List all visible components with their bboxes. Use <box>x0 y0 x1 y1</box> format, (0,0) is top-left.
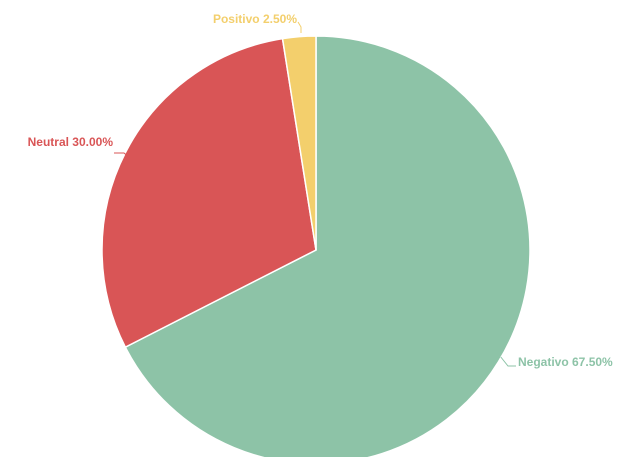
slice-label-positivo: Positivo 2.50% <box>213 12 297 26</box>
pie-slice-positivo[interactable] <box>281 35 317 251</box>
leader-line-positivo <box>297 21 302 33</box>
pie-leader-lines <box>114 21 516 367</box>
leader-line-neutral <box>114 152 131 159</box>
pie-slice-negativo[interactable] <box>124 35 531 457</box>
pie-slices <box>101 35 531 457</box>
slice-label-negativo: Negativo 67.50% <box>518 355 613 369</box>
leader-line-negativo <box>500 356 516 367</box>
pie-slice-neutral[interactable] <box>101 37 317 349</box>
slice-label-neutral: Neutral 30.00% <box>28 135 114 149</box>
